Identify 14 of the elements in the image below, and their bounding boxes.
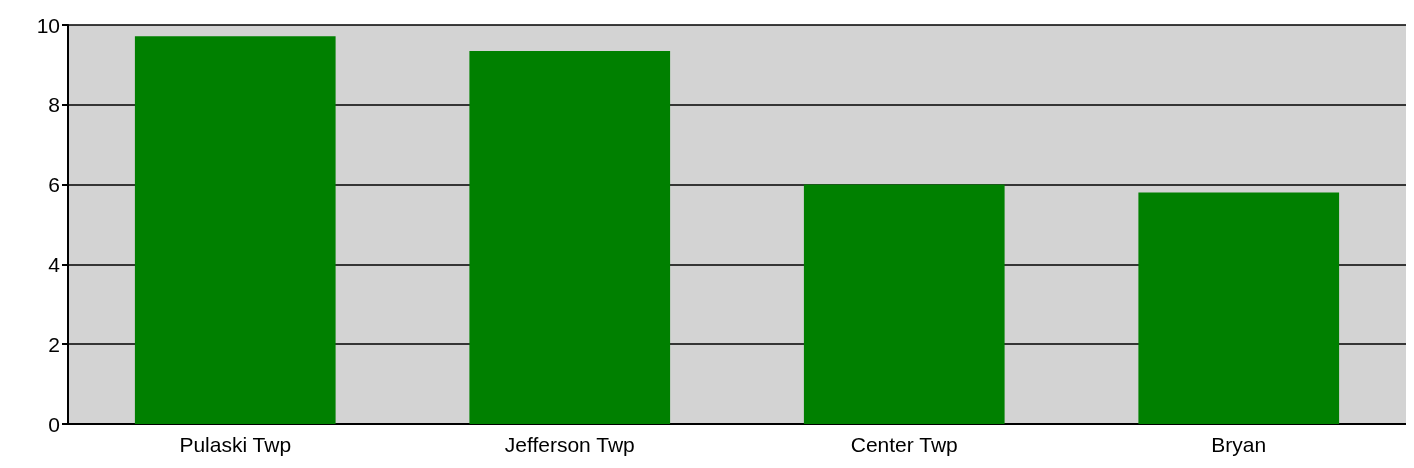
y-tick-label: 6 (48, 173, 60, 197)
bar (134, 36, 336, 424)
y-tick-label: 2 (48, 332, 60, 356)
x-tick-label: Center Twp (850, 433, 958, 456)
x-tick-label: Pulaski Twp (179, 433, 292, 456)
y-tick-label: 0 (48, 412, 60, 436)
bar (469, 50, 671, 424)
x-tick-label: Jefferson Twp (504, 433, 635, 456)
bar (803, 184, 1005, 424)
x-tick-label: Bryan (1211, 433, 1267, 456)
bar (1138, 192, 1340, 424)
y-tick-label: 4 (48, 252, 61, 276)
y-tick-label: 10 (36, 13, 60, 37)
y-tick-label: 8 (48, 93, 60, 117)
